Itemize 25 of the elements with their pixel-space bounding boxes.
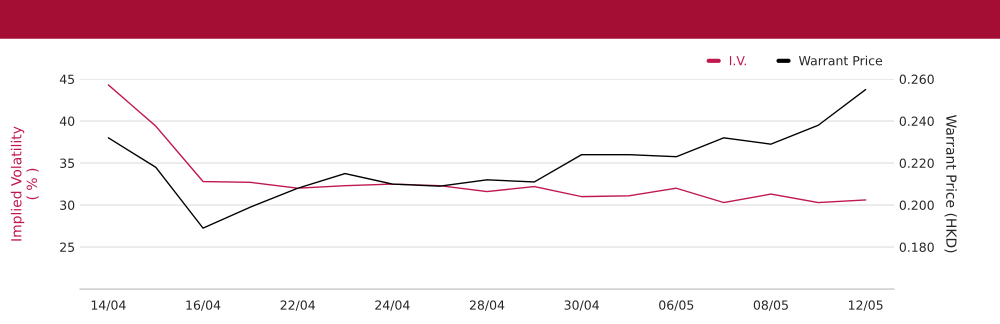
y2-tick-label: 0.180 <box>900 242 934 252</box>
x-tick-label: 16/04 <box>186 300 220 311</box>
legend-label: I.V. <box>730 56 746 66</box>
x-tick-label: 12/05 <box>848 300 883 311</box>
y2-tick-label: 0.240 <box>900 116 934 126</box>
y-tick-label: 35 <box>60 158 74 168</box>
x-tick-label: 06/05 <box>659 300 694 311</box>
legend-label: Warrant Price <box>798 56 882 66</box>
y2-axis-title: Warrant Price (HKD) <box>944 114 957 252</box>
y2-tick-label: 0.200 <box>900 200 934 210</box>
y-tick-label: 30 <box>60 200 74 210</box>
y-axis-title: Implied Volatility ( % ) <box>10 126 39 241</box>
x-tick-label: 08/05 <box>754 300 788 311</box>
line-series <box>108 88 866 229</box>
x-tick-label: 30/04 <box>564 300 599 311</box>
x-tick-label: 28/04 <box>470 300 504 311</box>
y2-tick-label: 0.260 <box>900 74 934 84</box>
x-tick-label: 22/04 <box>280 300 316 311</box>
x-tick-label: 24/04 <box>375 300 410 311</box>
x-tick-label: 14/04 <box>92 300 126 311</box>
line-series <box>108 84 866 204</box>
y-tick-label: 40 <box>60 116 74 126</box>
y2-tick-label: 0.220 <box>900 158 934 168</box>
y-tick-label: 45 <box>60 74 74 84</box>
y-tick-label: 25 <box>60 242 74 252</box>
